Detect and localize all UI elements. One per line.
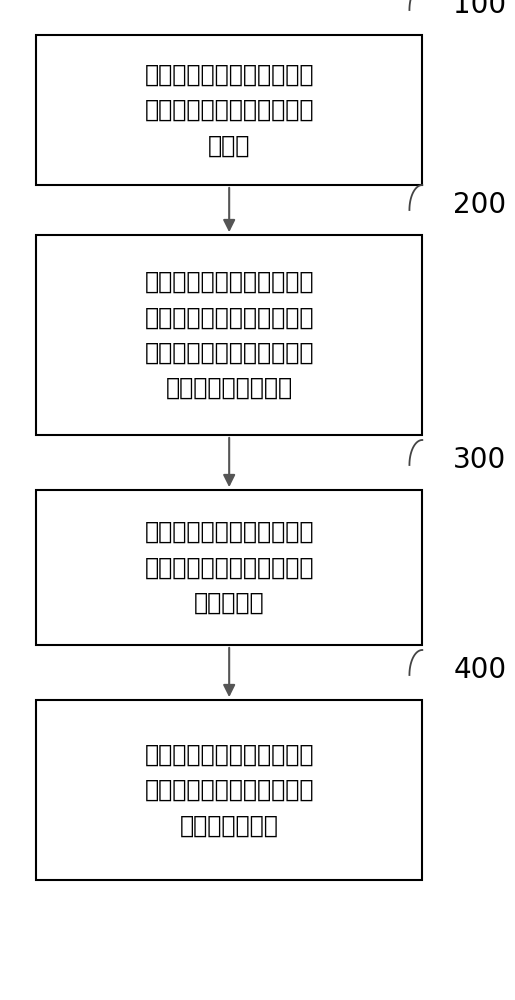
Text: 根据预设采集点预定时间内
的压差数据进行平均计算，
得到预设采集点对应预定时
间内的总压差平均值: 根据预设采集点预定时间内 的压差数据进行平均计算， 得到预设采集点对应预定时 间… — [144, 270, 314, 400]
Text: 200: 200 — [453, 191, 506, 219]
Text: 将流量监控值与预设安全阀
值进行对比，根据对比结果
控制风机的转速: 将流量监控值与预设安全阀 值进行对比，根据对比结果 控制风机的转速 — [144, 743, 314, 837]
Text: 400: 400 — [453, 656, 506, 684]
Bar — [36, 700, 422, 880]
Text: 100: 100 — [453, 0, 506, 19]
Bar — [36, 235, 422, 435]
Bar — [36, 490, 422, 645]
Text: 根据所述总压差平均值和所
述截面面积进行计算，得到
流量监控值: 根据所述总压差平均值和所 述截面面积进行计算，得到 流量监控值 — [144, 520, 314, 615]
Text: 300: 300 — [453, 446, 506, 474]
Bar — [36, 35, 422, 185]
Text: 采集预设采集点的压差数据
及预设采集点所处截面的截
面面积: 采集预设采集点的压差数据 及预设采集点所处截面的截 面面积 — [144, 63, 314, 157]
